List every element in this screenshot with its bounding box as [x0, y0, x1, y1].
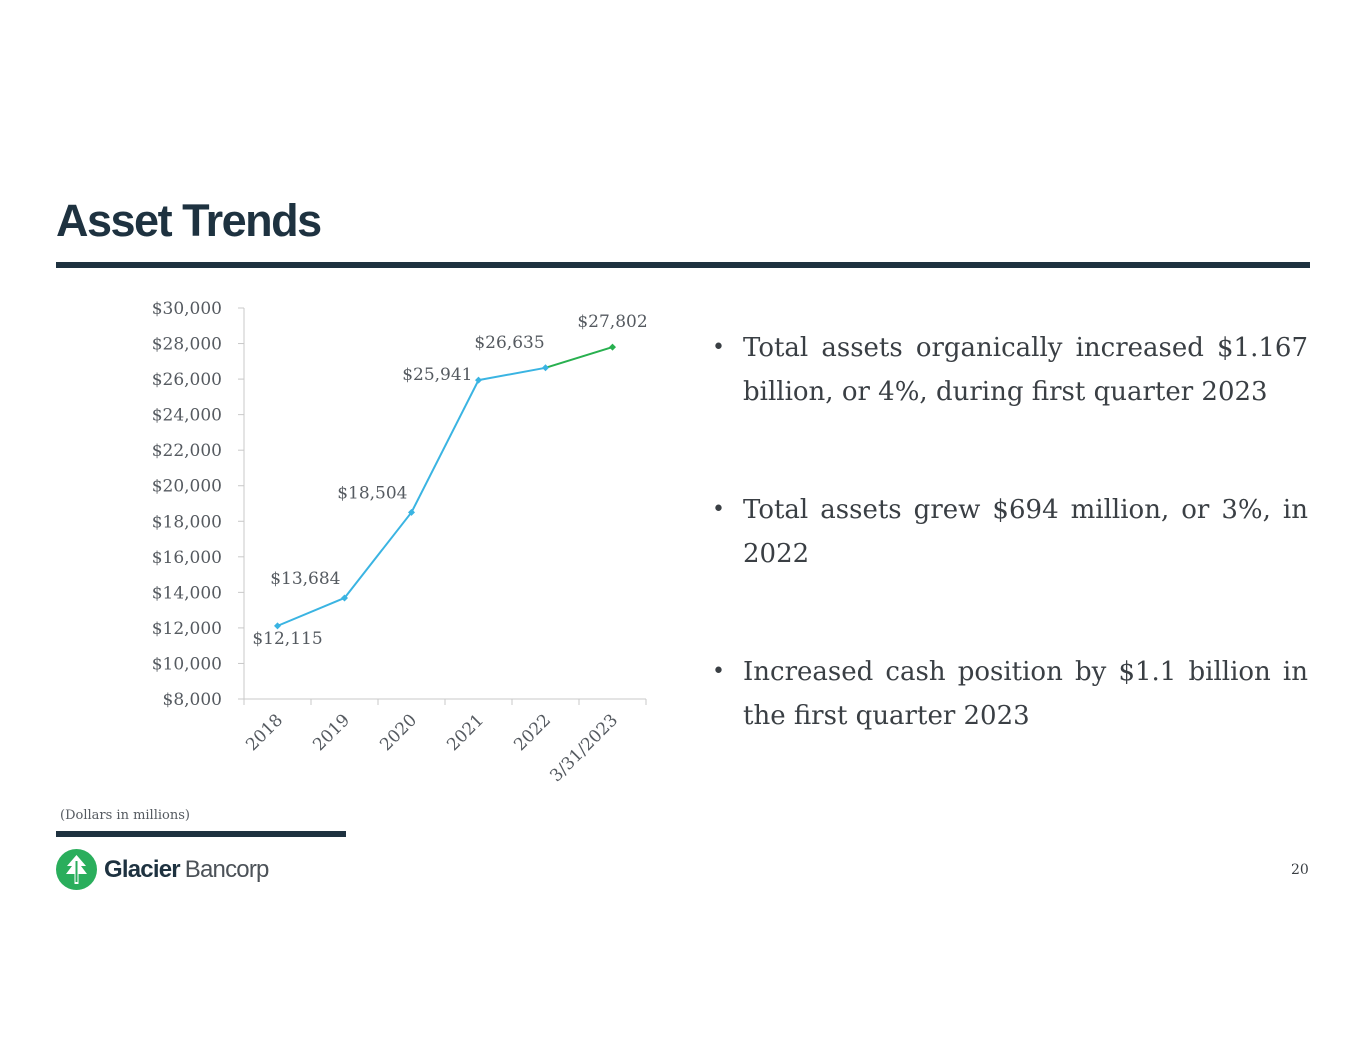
y-axis: $8,000 $10,000 $12,000 $14,000 $16,000 $18,00… [152, 299, 245, 710]
footer-divider [56, 831, 346, 837]
data-point [274, 622, 281, 630]
series-segment [410, 379, 480, 513]
x-tick-label: 2021 [443, 710, 488, 755]
bullet-text: Increased cash position by $1.1 billion … [743, 657, 1308, 731]
y-tick-label: $18,000 [152, 512, 222, 532]
y-tick-label: $12,000 [152, 619, 222, 639]
x-tick-label: 2018 [242, 710, 287, 755]
bullet-item: • Total assets grew $694 million, or 3%,… [710, 488, 1308, 576]
units-footnote: (Dollars in millions) [60, 808, 190, 823]
logo-wordmark-light: Bancorp [184, 855, 270, 883]
series-segment [343, 511, 413, 599]
total-assets-series [274, 343, 616, 630]
tree-logo-icon [56, 849, 97, 890]
bullet-list: • Total assets organically increased $1.… [710, 326, 1308, 812]
y-tick-label: $28,000 [152, 335, 222, 355]
data-label: $25,941 [402, 365, 472, 385]
data-label: $13,684 [270, 569, 340, 589]
page-number: 20 [1291, 862, 1309, 878]
logo-wordmark-strong: Glacier [104, 855, 181, 883]
y-tick-label: $8,000 [163, 690, 222, 710]
data-label: $26,635 [474, 333, 544, 353]
y-tick-label: $16,000 [152, 548, 222, 568]
data-label: $18,504 [337, 483, 407, 503]
title-divider [56, 262, 1310, 268]
bullet-dot-icon: • [712, 659, 725, 684]
data-point [408, 508, 415, 516]
data-point [341, 594, 348, 602]
series-segment [277, 597, 345, 627]
y-tick-label: $20,000 [152, 477, 222, 497]
y-tick-label: $24,000 [152, 406, 222, 426]
y-tick-label: $26,000 [152, 370, 222, 390]
y-tick-label: $30,000 [152, 299, 222, 319]
bullet-dot-icon: • [712, 497, 725, 522]
data-point [609, 343, 616, 351]
x-tick-label: 2022 [510, 710, 555, 755]
data-label: $27,802 [577, 312, 647, 332]
series-segment [478, 366, 546, 382]
logo-wordmark: Glacier Bancorp [104, 856, 269, 884]
x-tick-label: 2020 [376, 710, 421, 755]
page-title: Asset Trends [56, 195, 322, 246]
x-tick-label: 3/31/2023 [546, 710, 622, 786]
x-tick-label: 2019 [309, 710, 354, 755]
y-tick-label: $14,000 [152, 583, 222, 603]
company-logo: Glacier Bancorp [56, 849, 269, 890]
data-label: $12,115 [252, 629, 322, 649]
y-tick-label: $10,000 [152, 654, 222, 674]
bullet-text: Total assets grew $694 million, or 3%, i… [743, 495, 1308, 569]
series-segment [545, 346, 613, 369]
asset-trend-chart: $8,000 $10,000 $12,000 $14,000 $16,000 $18,00… [152, 299, 648, 786]
bullet-item: • Total assets organically increased $1.… [710, 326, 1308, 414]
y-tick-label: $22,000 [152, 441, 222, 461]
data-point [475, 376, 482, 384]
bullet-text: Total assets organically increased $1.16… [743, 333, 1308, 407]
bullet-dot-icon: • [712, 335, 725, 360]
data-point [542, 364, 549, 372]
data-labels: $12,115 $13,684 $18,504 $25,941$26,635 $27,8… [252, 312, 647, 649]
bullet-item: • Increased cash position by $1.1 billio… [710, 650, 1308, 738]
